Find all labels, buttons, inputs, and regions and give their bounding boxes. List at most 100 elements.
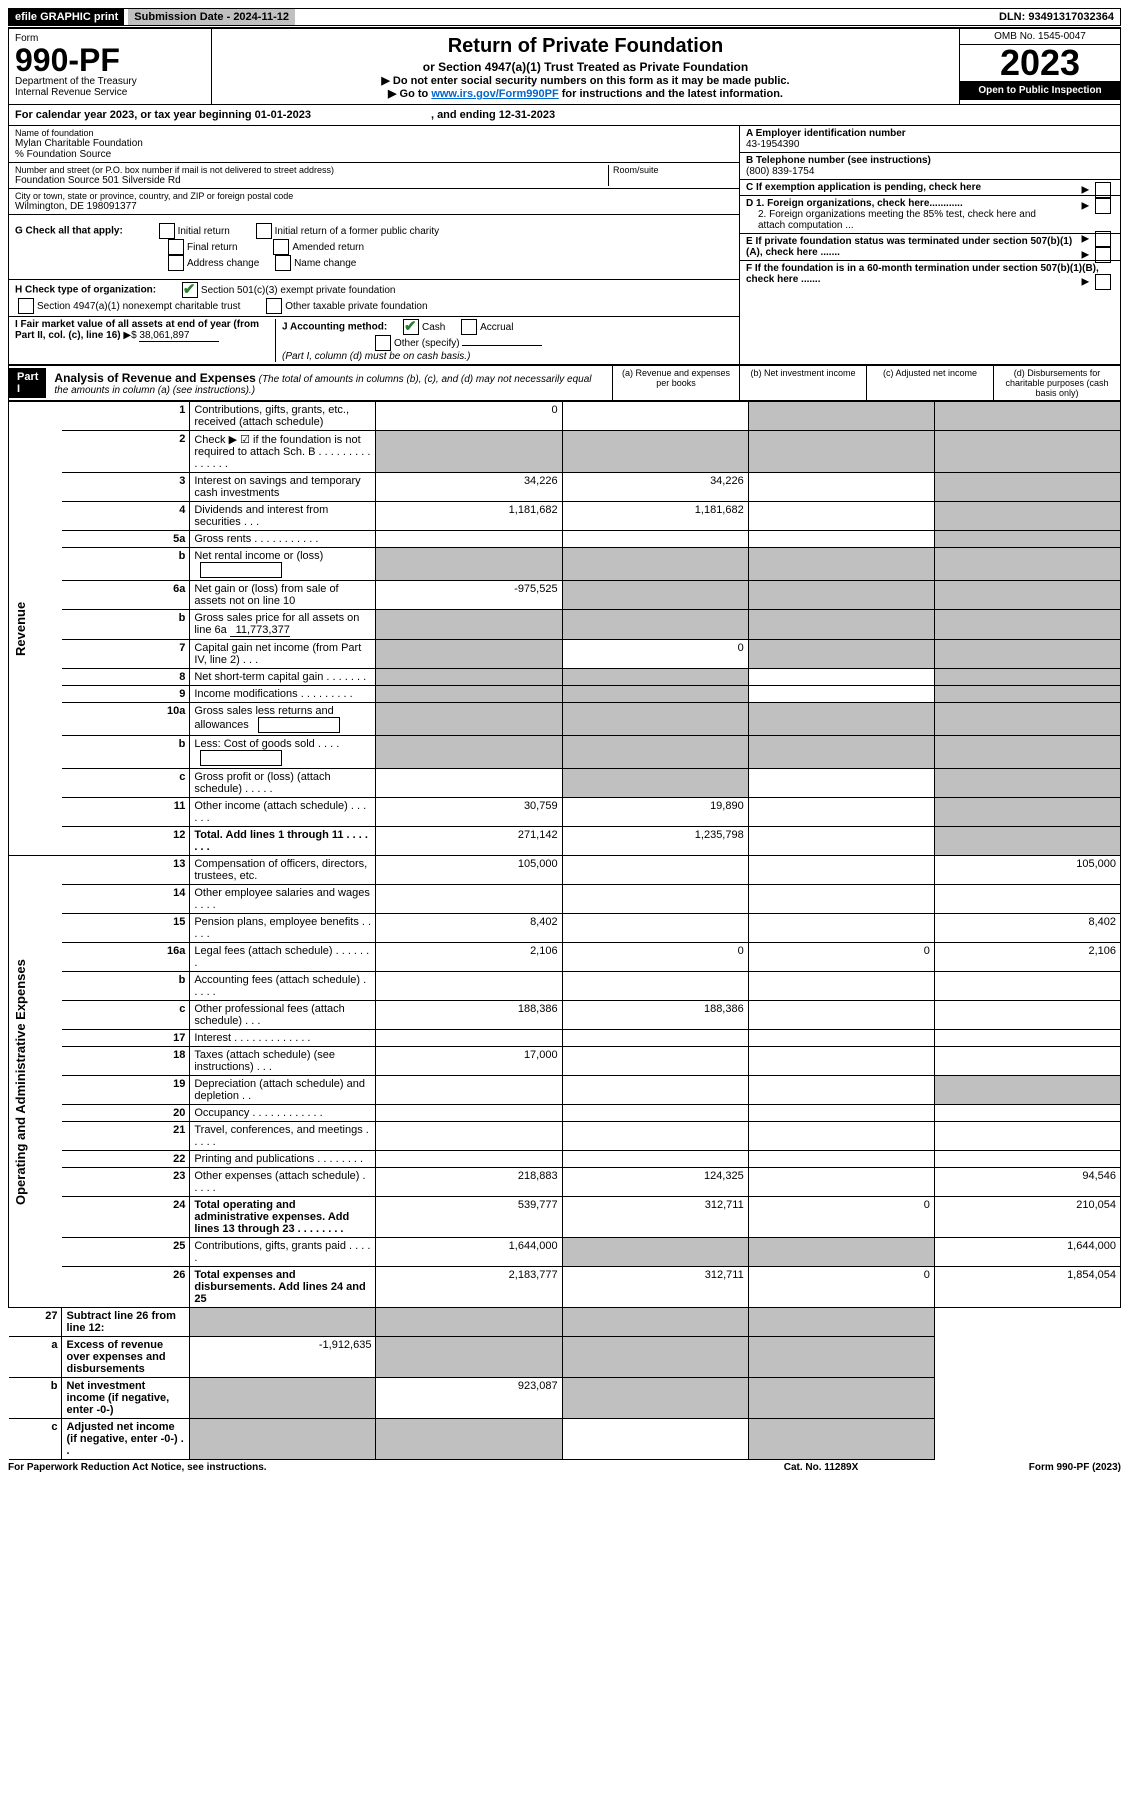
table-row: 2Check ▶ ☑ if the foundation is not requ… (9, 431, 1121, 473)
table-row: 3Interest on savings and temporary cash … (9, 473, 1121, 502)
d2-label: 2. Foreign organizations meeting the 85%… (758, 209, 1058, 231)
open-inspection: Open to Public Inspection (960, 81, 1120, 100)
name-label: Name of foundation (15, 128, 733, 138)
chk-name[interactable] (275, 255, 291, 271)
ein: 43-1954390 (746, 139, 799, 150)
calendar-year: For calendar year 2023, or tax year begi… (8, 105, 1121, 126)
dept: Department of the Treasury (15, 76, 205, 87)
table-row: 20Occupancy . . . . . . . . . . . . (9, 1105, 1121, 1122)
addr-label: Number and street (or P.O. box number if… (15, 165, 608, 175)
note-ssn: ▶ Do not enter social security numbers o… (218, 74, 953, 87)
table-row: 11Other income (attach schedule) . . . .… (9, 798, 1121, 827)
irs: Internal Revenue Service (15, 87, 205, 98)
d1-label: D 1. Foreign organizations, check here..… (746, 198, 963, 209)
room-label: Room/suite (613, 165, 733, 175)
form-subtitle: or Section 4947(a)(1) Trust Treated as P… (218, 60, 953, 74)
city: Wilmington, DE 198091377 (15, 201, 733, 212)
g-label: G Check all that apply: (15, 226, 123, 237)
submission-date: Submission Date - 2024-11-12 (128, 9, 295, 25)
table-row: 27Subtract line 26 from line 12: (9, 1308, 1121, 1337)
tax-year: 2023 (960, 45, 1120, 81)
city-label: City or town, state or province, country… (15, 191, 733, 201)
chk-final[interactable] (168, 239, 184, 255)
chk-address[interactable] (168, 255, 184, 271)
chk-501c3[interactable] (182, 282, 198, 298)
table-row: 7Capital gain net income (from Part IV, … (9, 640, 1121, 669)
chk-initial[interactable] (159, 223, 175, 239)
table-row: 18Taxes (attach schedule) (see instructi… (9, 1047, 1121, 1076)
table-row: 26Total expenses and disbursements. Add … (9, 1267, 1121, 1308)
foundation-name: Mylan Charitable Foundation (15, 138, 733, 149)
table-row: cGross profit or (loss) (attach schedule… (9, 769, 1121, 798)
telephone: (800) 839-1754 (746, 166, 814, 177)
side-label: Revenue (9, 402, 62, 856)
i-label: I Fair market value of all assets at end… (15, 319, 259, 341)
entity-info: Name of foundation Mylan Charitable Foun… (8, 126, 1121, 364)
side-label: Operating and Administrative Expenses (9, 856, 62, 1308)
c-label: C If exemption application is pending, c… (746, 182, 981, 193)
table-row: bNet rental income or (loss) (9, 548, 1121, 581)
chk-other-tax[interactable] (266, 298, 282, 314)
table-row: 19Depreciation (attach schedule) and dep… (9, 1076, 1121, 1105)
chk-d2[interactable] (1095, 231, 1111, 247)
form-number: 990-PF (15, 44, 205, 76)
table-row: bLess: Cost of goods sold . . . . (9, 736, 1121, 769)
irs-link[interactable]: www.irs.gov/Form990PF (431, 88, 558, 100)
part1-label: Part I (9, 368, 46, 398)
table-row: cAdjusted net income (if negative, enter… (9, 1419, 1121, 1460)
footer-left: For Paperwork Reduction Act Notice, see … (8, 1462, 721, 1473)
part1-table: Revenue1Contributions, gifts, grants, et… (8, 401, 1121, 1460)
note-link: ▶ Go to www.irs.gov/Form990PF for instru… (218, 87, 953, 100)
table-row: 4Dividends and interest from securities … (9, 502, 1121, 531)
tel-label: B Telephone number (see instructions) (746, 155, 931, 166)
part1-header: Part I Analysis of Revenue and Expenses … (8, 364, 1121, 401)
chk-f[interactable] (1095, 274, 1111, 290)
part1-title: Analysis of Revenue and Expenses (54, 371, 255, 385)
top-bar: efile GRAPHIC print Submission Date - 20… (8, 8, 1121, 26)
table-row: 14Other employee salaries and wages . . … (9, 885, 1121, 914)
table-row: 10aGross sales less returns and allowanc… (9, 703, 1121, 736)
table-row: 22Printing and publications . . . . . . … (9, 1151, 1121, 1168)
chk-initial-public[interactable] (256, 223, 272, 239)
table-row: cOther professional fees (attach schedul… (9, 1001, 1121, 1030)
table-row: bNet investment income (if negative, ent… (9, 1378, 1121, 1419)
chk-cash[interactable] (403, 319, 419, 335)
table-row: 25Contributions, gifts, grants paid . . … (9, 1238, 1121, 1267)
h-label: H Check type of organization: (15, 285, 156, 296)
table-row: 17Interest . . . . . . . . . . . . . (9, 1030, 1121, 1047)
table-row: Operating and Administrative Expenses13C… (9, 856, 1121, 885)
col-d-head: (d) Disbursements for charitable purpose… (993, 366, 1120, 400)
table-row: 6aNet gain or (loss) from sale of assets… (9, 581, 1121, 610)
j-note: (Part I, column (d) must be on cash basi… (282, 351, 470, 362)
f-label: F If the foundation is in a 60-month ter… (746, 263, 1099, 285)
chk-c[interactable] (1095, 182, 1111, 198)
page-footer: For Paperwork Reduction Act Notice, see … (8, 1460, 1121, 1475)
chk-accrual[interactable] (461, 319, 477, 335)
table-row: 21Travel, conferences, and meetings . . … (9, 1122, 1121, 1151)
table-row: Revenue1Contributions, gifts, grants, et… (9, 402, 1121, 431)
table-row: 16aLegal fees (attach schedule) . . . . … (9, 943, 1121, 972)
chk-e[interactable] (1095, 247, 1111, 263)
table-row: 5aGross rents . . . . . . . . . . . (9, 531, 1121, 548)
chk-4947[interactable] (18, 298, 34, 314)
col-a-head: (a) Revenue and expenses per books (612, 366, 739, 400)
table-row: 8Net short-term capital gain . . . . . .… (9, 669, 1121, 686)
table-row: 23Other expenses (attach schedule) . . .… (9, 1168, 1121, 1197)
col-c-head: (c) Adjusted net income (866, 366, 993, 400)
chk-amended[interactable] (273, 239, 289, 255)
fmv-value: 38,061,897 (139, 330, 219, 342)
efile-btn[interactable]: efile GRAPHIC print (9, 9, 124, 25)
table-row: bAccounting fees (attach schedule) . . .… (9, 972, 1121, 1001)
table-row: 9Income modifications . . . . . . . . . (9, 686, 1121, 703)
e-label: E If private foundation status was termi… (746, 236, 1072, 258)
table-row: 12Total. Add lines 1 through 11 . . . . … (9, 827, 1121, 856)
table-row: bGross sales price for all assets on lin… (9, 610, 1121, 640)
footer-mid: Cat. No. 11289X (721, 1462, 921, 1473)
dln: DLN: 93491317032364 (993, 9, 1120, 25)
chk-d1[interactable] (1095, 198, 1111, 214)
j-label: J Accounting method: (282, 322, 387, 333)
chk-other-method[interactable] (375, 335, 391, 351)
address: Foundation Source 501 Silverside Rd (15, 175, 608, 186)
form-header: Form 990-PF Department of the Treasury I… (8, 27, 1121, 105)
table-row: 15Pension plans, employee benefits . . .… (9, 914, 1121, 943)
